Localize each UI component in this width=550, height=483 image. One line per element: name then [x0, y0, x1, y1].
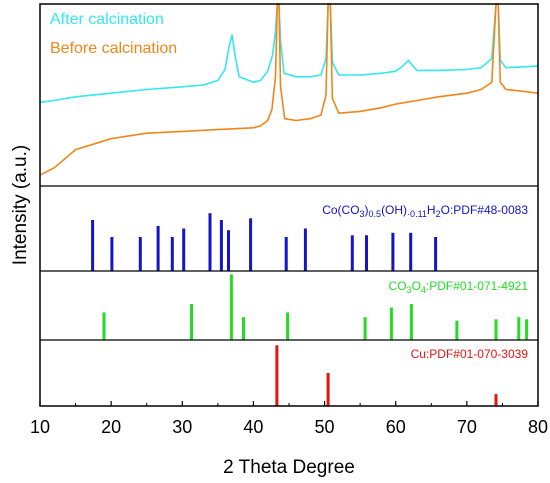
- y-axis-title: Intensity (a.u.): [10, 145, 31, 265]
- xrd-panel: After calcination Before calcination: [39, 3, 539, 176]
- reference-panel-cu: Cu:PDF#01-070-3039: [275, 345, 529, 406]
- x-tick-label: 30: [172, 417, 192, 437]
- reference-panel-co3o4: CO3O4:PDF#01-071-4921: [102, 274, 529, 340]
- legend-before-calcination: Before calcination: [50, 40, 177, 57]
- before-calcination-line: [39, 3, 539, 176]
- x-axis: 10 20 30 40 50 60 70 80: [30, 401, 548, 437]
- x-tick-label: 20: [101, 417, 121, 437]
- x-tick-label: 60: [386, 417, 406, 437]
- reference-label-cu: Cu:PDF#01-070-3039: [411, 347, 529, 361]
- x-axis-title: 2 Theta Degree: [223, 457, 355, 478]
- x-tick-label: 50: [315, 417, 335, 437]
- after-calcination-line: [39, 3, 539, 104]
- after-calcination-series: [39, 3, 539, 104]
- reference-panel-co-carbonate-hydroxide: Co(CO3)0.5(OH)·0.11H2O:PDF#48-0083: [91, 203, 528, 271]
- x-tick-label: 80: [528, 417, 548, 437]
- x-tick-label: 10: [30, 417, 50, 437]
- reference-label-co3o4: CO3O4:PDF#01-071-4921: [389, 279, 529, 295]
- x-tick-label: 40: [243, 417, 263, 437]
- before-calcination-series: [39, 3, 539, 176]
- legend-after-calcination: After calcination: [50, 11, 164, 28]
- x-tick-label: 70: [457, 417, 477, 437]
- reference-label-co-carbonate-hydroxide: Co(CO3)0.5(OH)·0.11H2O:PDF#48-0083: [322, 203, 528, 219]
